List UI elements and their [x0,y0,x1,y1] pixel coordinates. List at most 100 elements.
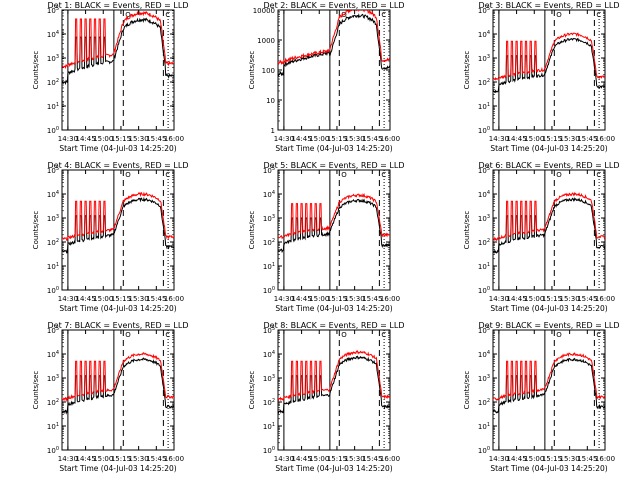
y-tick-label: 104 [478,190,490,199]
y-tick-label: 101 [478,102,490,111]
y-axis-label: Counts/sec [463,211,471,250]
y-tick-label: 105 [47,6,59,15]
y-tick-label: 102 [47,398,59,407]
x-tick-label: 15:45 [146,455,166,463]
x-tick-label: 16:00 [164,295,184,303]
x-tick-label: 15:15 [111,135,131,143]
marker-symbol-O: O [341,331,347,339]
chart-title: Det 5: BLACK = Events, RED = LLD [264,161,405,170]
y-tick-label: 102 [263,398,275,407]
y-tick-label: 104 [478,350,490,359]
x-tick-label: 14:30 [58,135,78,143]
y-tick-label: 104 [263,350,275,359]
series-events-line [62,196,174,254]
chart-panel-9: Det 9: BLACK = Events, RED = LLD 100 101 10… [463,321,619,473]
y-tick-label: 102 [47,78,59,87]
plot-frame [61,329,175,451]
plot-frame [492,9,606,131]
marker-symbol-O: O [556,171,562,179]
x-tick-label: 15:45 [146,295,166,303]
x-tick-label: 14:30 [58,455,78,463]
x-axis-label: Start Time (04-Jul-03 14:25:20) [275,464,392,473]
series-events-line [278,198,390,254]
x-axis-label: Start Time (04-Jul-03 14:25:20) [490,304,607,313]
marker-symbol-C: C [381,331,386,339]
y-tick-label: 100 [263,286,275,295]
x-tick-label: 16:00 [595,455,615,463]
x-tick-label: 15:00 [524,135,544,143]
x-tick-label: 14:45 [291,455,311,463]
x-tick-label: 14:45 [75,135,95,143]
series-events-line [493,37,605,94]
series-events-line [278,355,390,414]
y-tick-label: 104 [478,30,490,39]
y-tick-label: 100 [47,126,59,135]
y-tick-label: 100 [263,446,275,455]
plot-frame [277,9,391,131]
plot-frame [61,9,175,131]
marker-symbol-O: O [556,331,562,339]
x-tick-label: 14:45 [75,295,95,303]
y-tick-label: 102 [478,238,490,247]
y-tick-label: 103 [478,54,490,63]
y-tick-label: 105 [47,166,59,175]
y-tick-label: 101 [47,422,59,431]
plot-frame [277,329,391,451]
y-tick-label: 100 [478,126,490,135]
x-tick-label: 15:30 [345,455,365,463]
y-tick-label: 105 [478,166,490,175]
y-axis-label: Counts/sec [463,371,471,410]
plot-frame [277,169,391,291]
y-tick-label: 104 [47,190,59,199]
x-tick-label: 14:30 [274,295,294,303]
x-tick-label: 15:30 [560,135,580,143]
x-tick-label: 15:00 [93,135,113,143]
x-tick-label: 15:00 [524,295,544,303]
x-axis-label: Start Time (04-Jul-03 14:25:20) [275,304,392,313]
marker-symbol-C: C [381,11,386,19]
x-tick-label: 14:30 [274,455,294,463]
x-tick-label: 15:30 [345,135,365,143]
y-tick-label: 101 [47,262,59,271]
x-axis-label: Start Time (04-Jul-03 14:25:20) [59,464,176,473]
y-tick-label: 100 [262,67,275,75]
x-tick-label: 15:15 [327,295,347,303]
chart-title: Det 6: BLACK = Events, RED = LLD [479,161,620,170]
x-tick-label: 15:45 [362,455,382,463]
x-tick-label: 15:00 [309,295,329,303]
marker-symbol-O: O [125,171,131,179]
x-tick-label: 16:00 [164,455,184,463]
series-lld-line [278,10,390,66]
y-tick-label: 1 [271,127,275,135]
x-tick-label: 15:00 [93,455,113,463]
x-axis-label: Start Time (04-Jul-03 14:25:20) [490,144,607,153]
x-tick-label: 15:30 [129,295,149,303]
series-lld-line [278,192,390,240]
y-tick-label: 104 [47,30,59,39]
x-tick-label: 14:45 [506,295,526,303]
y-tick-label: 102 [478,78,490,87]
x-axis-label: Start Time (04-Jul-03 14:25:20) [490,464,607,473]
y-tick-label: 103 [47,54,59,63]
y-tick-label: 10 [266,97,275,105]
y-tick-label: 103 [263,374,275,383]
chart-panel-4: Det 4: BLACK = Events, RED = LLD 100 101 10… [32,161,188,313]
x-tick-label: 15:00 [309,455,329,463]
x-tick-label: 14:45 [291,135,311,143]
marker-symbol-C: C [381,171,386,179]
marker-symbol-C: C [165,171,170,179]
x-tick-label: 14:45 [506,135,526,143]
x-tick-label: 14:45 [291,295,311,303]
y-axis-label: Counts/sec [32,371,40,410]
x-tick-label: 15:45 [362,295,382,303]
x-tick-label: 15:30 [345,295,365,303]
marker-symbol-C: C [596,171,601,179]
series-lld-line [493,32,605,81]
y-tick-label: 105 [263,166,275,175]
